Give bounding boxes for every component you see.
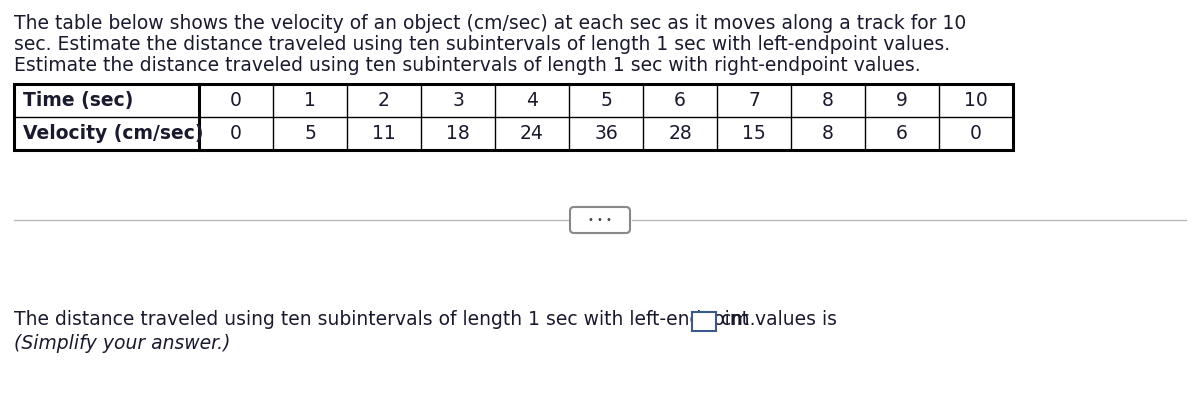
Bar — [692, 312, 716, 331]
Bar — [14, 84, 1013, 150]
Text: 10: 10 — [964, 91, 988, 110]
Text: 6: 6 — [896, 124, 908, 143]
Text: cm.: cm. — [721, 310, 756, 329]
Text: 15: 15 — [742, 124, 766, 143]
Text: 18: 18 — [446, 124, 470, 143]
Text: The table below shows the velocity of an object (cm/sec) at each sec as it moves: The table below shows the velocity of an… — [14, 14, 966, 33]
Text: 0: 0 — [230, 124, 242, 143]
Text: Estimate the distance traveled using ten subintervals of length 1 sec with right: Estimate the distance traveled using ten… — [14, 56, 920, 75]
Text: 9: 9 — [896, 91, 908, 110]
Text: Time (sec): Time (sec) — [23, 91, 133, 110]
Text: 8: 8 — [822, 91, 834, 110]
Text: • • •: • • • — [588, 215, 612, 225]
Text: 2: 2 — [378, 91, 390, 110]
Text: 3: 3 — [452, 91, 464, 110]
Text: 8: 8 — [822, 124, 834, 143]
Text: 5: 5 — [600, 91, 612, 110]
Text: 36: 36 — [594, 124, 618, 143]
Text: 7: 7 — [748, 91, 760, 110]
Text: 28: 28 — [668, 124, 692, 143]
Text: 0: 0 — [230, 91, 242, 110]
Text: (Simplify your answer.): (Simplify your answer.) — [14, 334, 230, 353]
Text: 24: 24 — [520, 124, 544, 143]
Text: 5: 5 — [304, 124, 316, 143]
Text: The distance traveled using ten subintervals of length 1 sec with left-endpoint : The distance traveled using ten subinter… — [14, 310, 842, 329]
Text: sec. Estimate the distance traveled using ten subintervals of length 1 sec with : sec. Estimate the distance traveled usin… — [14, 35, 950, 54]
Text: 1: 1 — [304, 91, 316, 110]
Text: 6: 6 — [674, 91, 686, 110]
Text: 0: 0 — [970, 124, 982, 143]
Text: Velocity (cm/sec): Velocity (cm/sec) — [23, 124, 204, 143]
Text: 4: 4 — [526, 91, 538, 110]
FancyBboxPatch shape — [570, 207, 630, 233]
Text: 11: 11 — [372, 124, 396, 143]
